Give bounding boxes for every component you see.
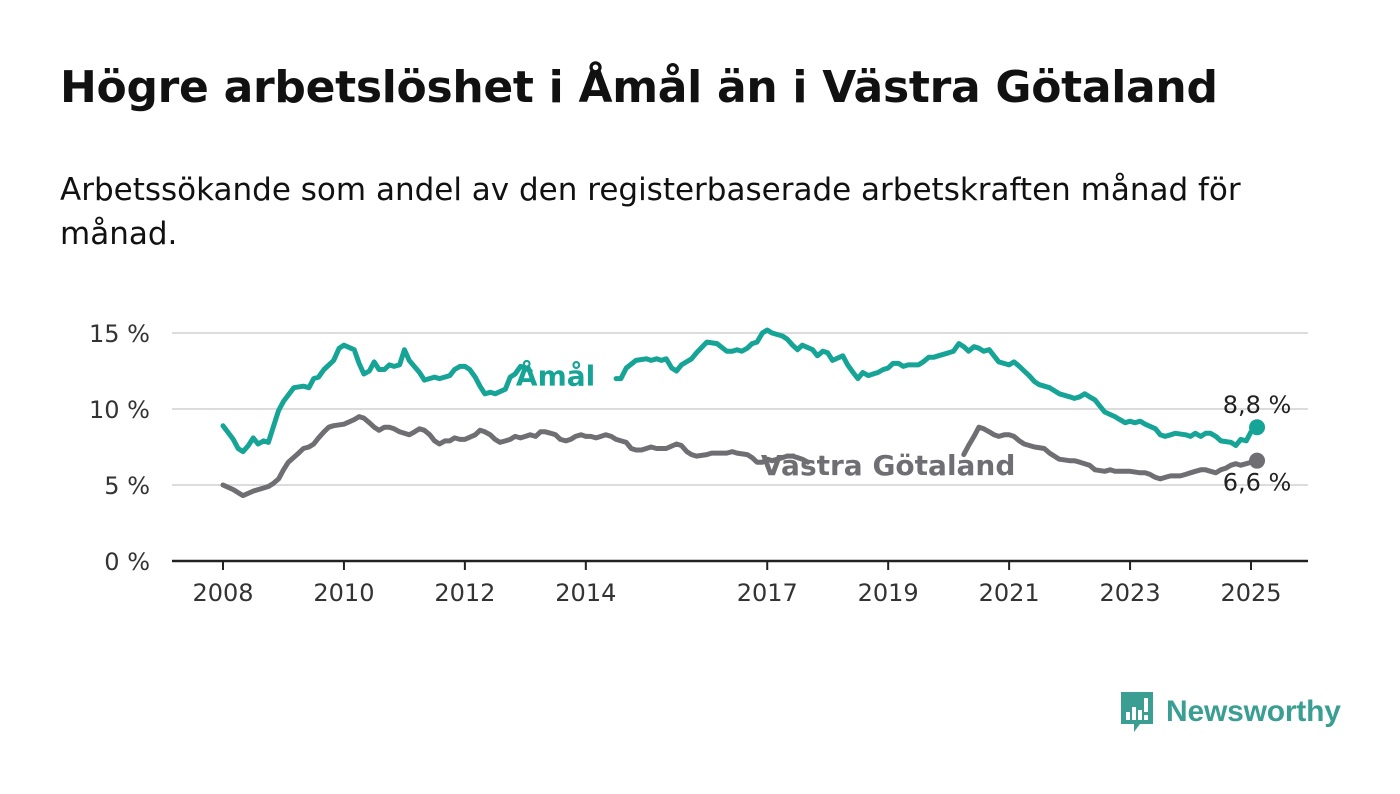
x-tick-label: 2023 bbox=[1100, 579, 1161, 607]
y-tick-label: 0 % bbox=[104, 548, 150, 576]
x-tick-label: 2021 bbox=[979, 579, 1040, 607]
series-end-label: 6,6 % bbox=[1223, 469, 1292, 497]
series-endpoint-vastra-gotaland bbox=[1249, 452, 1266, 469]
newsworthy-logo-icon bbox=[1121, 692, 1153, 732]
y-tick-label: 10 % bbox=[89, 396, 150, 424]
series-end-label: 8,8 % bbox=[1223, 391, 1292, 419]
brand-name: Newsworthy bbox=[1166, 695, 1341, 728]
x-tick-label: 2017 bbox=[737, 579, 798, 607]
x-tick-label: 2025 bbox=[1220, 579, 1281, 607]
chart-title: Högre arbetslöshet i Åmål än i Västra Gö… bbox=[60, 62, 1218, 113]
series-name-label: Västra Götaland bbox=[761, 449, 1016, 482]
series-line-vastra-gotaland bbox=[220, 414, 1260, 499]
chart-subtitle: Arbetssökande som andel av den registerb… bbox=[60, 172, 1241, 252]
x-tick-label: 2014 bbox=[555, 579, 616, 607]
series-name-label: Åmål bbox=[516, 359, 595, 393]
y-tick-label: 15 % bbox=[89, 320, 150, 348]
y-tick-label: 5 % bbox=[104, 472, 150, 500]
newsworthy-logo[interactable]: Newsworthy bbox=[1118, 690, 1341, 734]
x-tick-label: 2008 bbox=[192, 579, 253, 607]
series-line-amal bbox=[220, 327, 1260, 455]
x-tick-label: 2010 bbox=[313, 579, 374, 607]
series-endpoint-amal bbox=[1249, 419, 1266, 436]
x-tick-label: 2012 bbox=[434, 579, 495, 607]
x-tick-label: 2019 bbox=[858, 579, 919, 607]
